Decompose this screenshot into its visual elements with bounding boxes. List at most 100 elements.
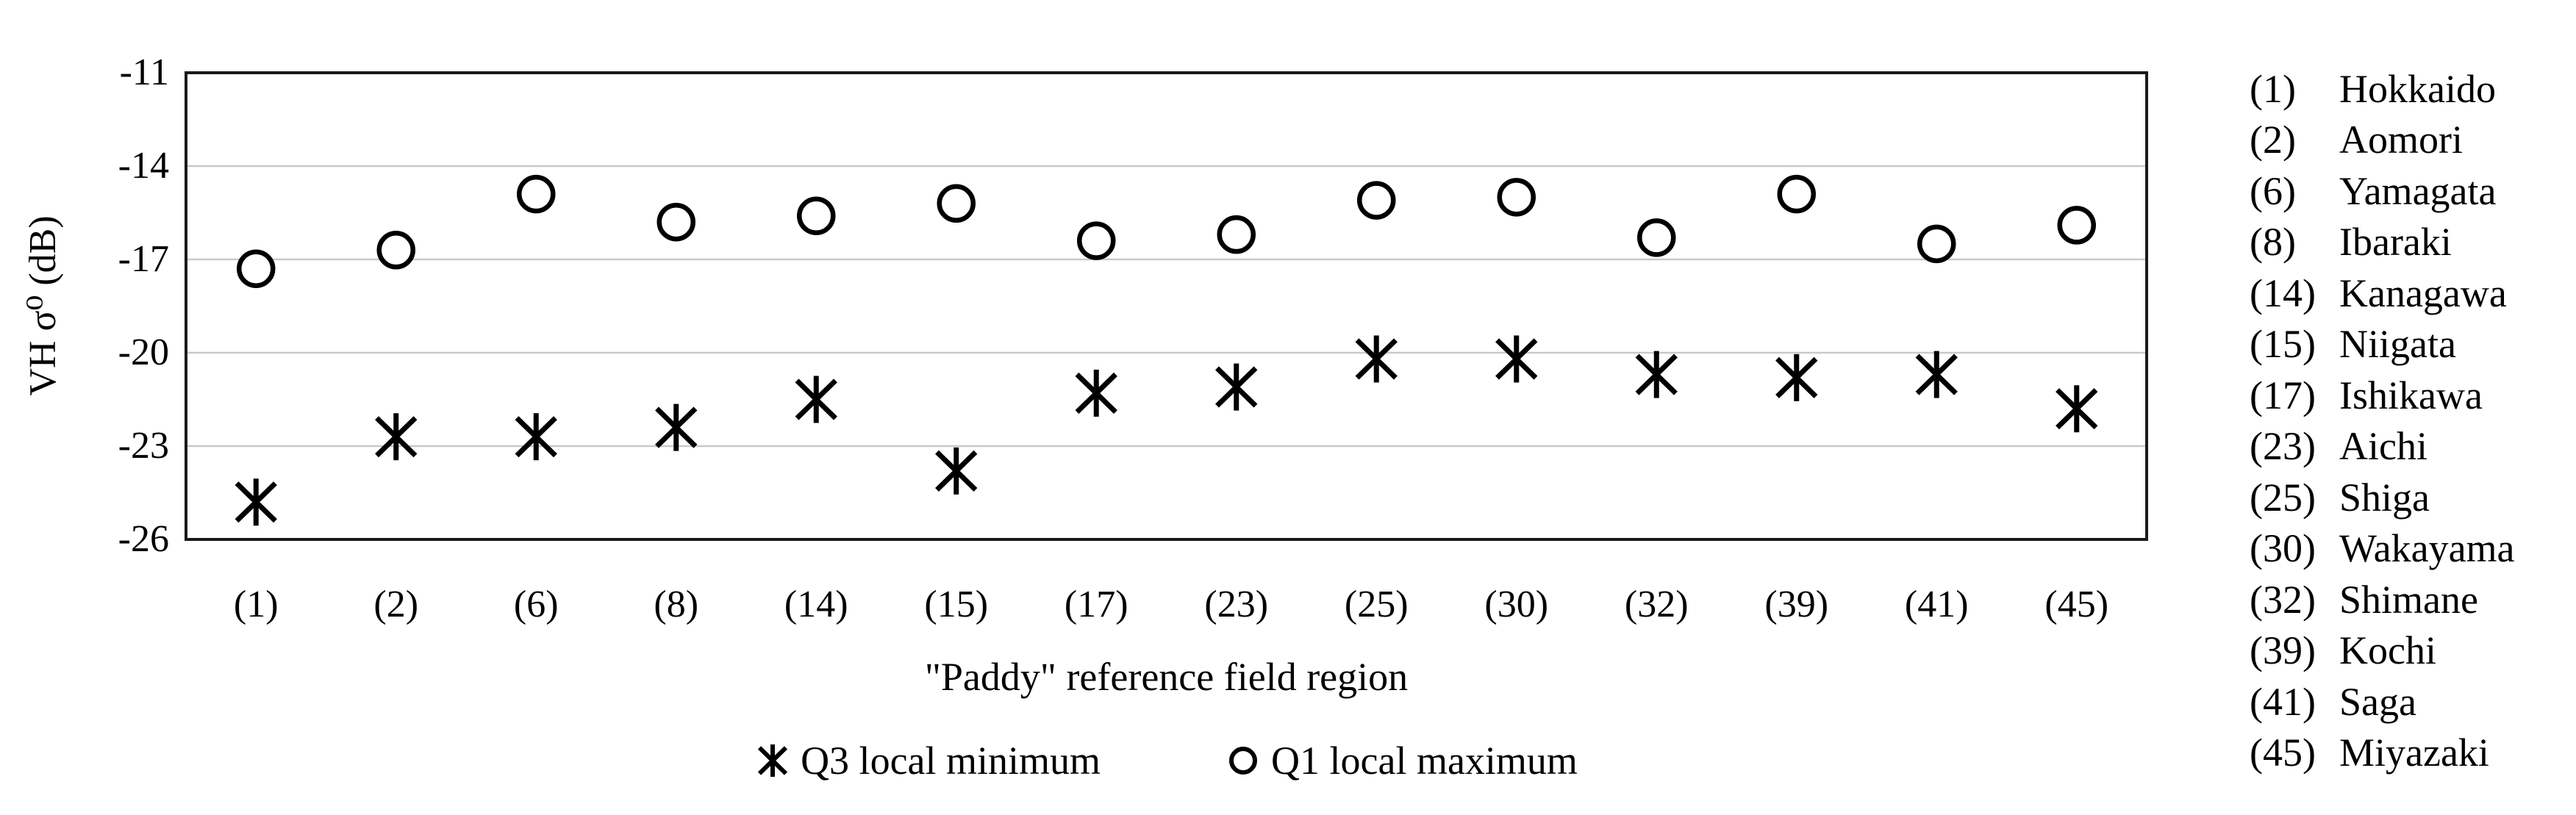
data-point-q3-min	[235, 478, 277, 526]
region-key-number: (17)	[2250, 373, 2316, 417]
region-key-name: Ishikawa	[2339, 373, 2483, 417]
data-point-q3-min	[1495, 335, 1538, 383]
data-point-q1-max	[1217, 215, 1256, 254]
region-key-name: Yamagata	[2339, 168, 2497, 213]
region-key-number: (6)	[2250, 168, 2296, 213]
region-key-row: (2) Aomori	[2250, 115, 2566, 166]
asterisk-marker-icon	[757, 744, 788, 777]
data-point-q3-min	[1915, 351, 1958, 398]
region-key-name: Aichi	[2339, 424, 2427, 469]
x-tick-label: (15)	[924, 584, 989, 625]
x-tick-label: (2)	[373, 584, 419, 625]
data-point-q3-min	[1635, 351, 1678, 398]
x-tick-label: (6)	[513, 584, 559, 625]
data-point-q3-min	[375, 413, 418, 461]
data-point-q1-max	[517, 174, 556, 214]
data-point-q3-min	[1355, 335, 1398, 383]
region-key-name: Kochi	[2339, 628, 2436, 673]
x-tick-label: (45)	[2044, 584, 2109, 625]
region-key-number: (32)	[2250, 577, 2316, 622]
y-tick-label: -23	[118, 425, 169, 467]
region-key-row: (30) Wakayama	[2250, 523, 2566, 575]
region-key-number: (1)	[2250, 66, 2296, 111]
data-point-q1-max	[1637, 218, 1676, 257]
region-key-row: (14) Kanagawa	[2250, 268, 2566, 319]
data-point-q3-min	[1215, 363, 1258, 411]
legend-label: Q1 local maximum	[1271, 739, 1578, 783]
data-point-q3-min	[795, 376, 837, 423]
asterisk-marker-shape	[757, 744, 788, 777]
y-tick-label: -14	[118, 145, 169, 187]
region-key-name: Shimane	[2339, 577, 2478, 622]
x-axis-title: "Paddy" reference field region	[924, 655, 1409, 699]
x-tick-label: (25)	[1344, 584, 1409, 625]
region-key-row: (45) Miyazaki	[2250, 728, 2566, 779]
region-key-number: (23)	[2250, 424, 2316, 469]
region-key-name: Miyazaki	[2339, 730, 2489, 775]
region-key-row: (41) Saga	[2250, 676, 2566, 728]
data-point-q1-max	[2057, 206, 2096, 245]
y-tick-label: -20	[118, 331, 169, 373]
region-key-number: (30)	[2250, 526, 2316, 571]
x-tick-label: (39)	[1764, 584, 1829, 625]
data-point-q3-min	[1775, 353, 1818, 401]
x-tick-label: (32)	[1624, 584, 1689, 625]
y-tick-label: -26	[118, 518, 169, 560]
x-tick-label: (30)	[1484, 584, 1549, 625]
x-tick-label: (23)	[1204, 584, 1269, 625]
region-key-name: Kanagawa	[2339, 270, 2507, 315]
data-point-q1-max	[1077, 221, 1116, 260]
data-point-q3-min	[515, 413, 557, 461]
data-point-q1-max	[237, 249, 276, 288]
data-point-q3-min	[2056, 385, 2098, 433]
region-key-name: Ibaraki	[2339, 220, 2452, 265]
x-tick-label: (41)	[1904, 584, 1969, 625]
region-key-row: (32) Shimane	[2250, 574, 2566, 625]
region-key-number: (8)	[2250, 220, 2296, 265]
region-key-number: (45)	[2250, 730, 2316, 775]
legend-item: Q1 local maximum	[1226, 737, 1578, 784]
region-key-row: (8) Ibaraki	[2250, 217, 2566, 268]
region-key-row: (6) Yamagata	[2250, 165, 2566, 217]
region-key-list: (1) Hokkaido (2) Aomori (6) Yamagata (8) Ibarak…	[2250, 63, 2566, 778]
data-point-q3-min	[935, 447, 978, 495]
region-key-number: (39)	[2250, 628, 2316, 673]
data-point-q1-max	[1777, 174, 1816, 214]
legend-item: Q3 local minimum	[755, 737, 1101, 784]
x-tick-label: (14)	[784, 584, 848, 625]
y-tick-label: -11	[119, 51, 169, 93]
x-tick-label: (1)	[233, 584, 279, 625]
region-key-number: (14)	[2250, 270, 2316, 315]
data-point-q3-min	[655, 403, 698, 451]
region-key-row: (17) Ishikawa	[2250, 370, 2566, 421]
data-point-q1-max	[1497, 178, 1536, 217]
data-point-q1-max	[1917, 224, 1956, 264]
x-tick-label: (8)	[654, 584, 699, 625]
region-key-row: (39) Kochi	[2250, 625, 2566, 677]
circle-marker-shape	[1229, 747, 1258, 775]
x-tick-label: (17)	[1064, 584, 1128, 625]
data-point-q1-max	[937, 184, 976, 223]
data-point-q1-max	[656, 202, 695, 242]
legend-label: Q3 local minimum	[801, 739, 1101, 783]
plot-border	[185, 71, 2148, 541]
region-key-name: Hokkaido	[2339, 66, 2496, 111]
region-key-number: (2)	[2250, 118, 2296, 162]
region-key-name: Niigata	[2339, 322, 2456, 367]
region-key-name: Wakayama	[2339, 526, 2515, 571]
chart-legend: Q3 local minimum Q1 local maximum	[186, 737, 2147, 784]
data-point-q1-max	[797, 196, 836, 235]
region-key-row: (15) Niigata	[2250, 319, 2566, 370]
data-point-q1-max	[1357, 181, 1396, 220]
region-key-name: Aomori	[2339, 118, 2463, 162]
region-key-row: (23) Aichi	[2250, 421, 2566, 473]
region-key-name: Shiga	[2339, 475, 2430, 520]
region-key-row: (1) Hokkaido	[2250, 63, 2566, 115]
region-key-name: Saga	[2339, 679, 2416, 724]
region-key-number: (25)	[2250, 475, 2316, 520]
y-tick-label: -17	[118, 238, 169, 280]
region-key-number: (15)	[2250, 322, 2316, 367]
data-point-q3-min	[1075, 370, 1117, 417]
data-point-q1-max	[376, 231, 415, 270]
